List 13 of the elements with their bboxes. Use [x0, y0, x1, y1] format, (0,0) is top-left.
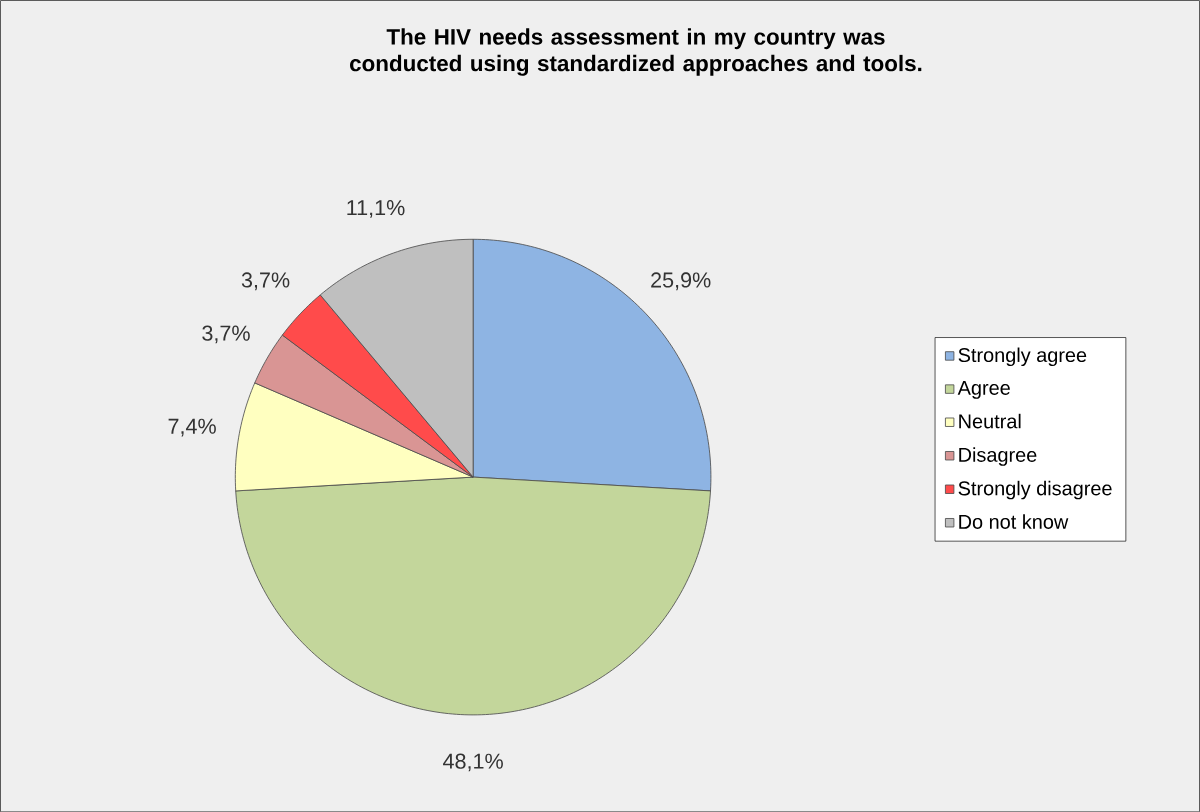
- legend-label: Neutral: [959, 413, 1021, 429]
- data-label: 3,7%: [241, 272, 290, 291]
- data-label: 3,7%: [202, 325, 250, 344]
- data-label: 7,4%: [168, 418, 216, 437]
- data-label: 48,1%: [443, 753, 503, 772]
- legend-label: Do not know: [959, 514, 1069, 529]
- legend-label: Agree: [957, 380, 1010, 399]
- data-label: 25,9%: [651, 272, 711, 291]
- data-label: 11,1%: [347, 199, 405, 218]
- chart-title: The HIV needs assessment in my country was conducted using standardized approaches and tools.: [350, 28, 922, 76]
- legend-label: Disagree: [959, 447, 1037, 466]
- legend-label: Strongly agree: [958, 347, 1087, 366]
- legend-label: Strongly disagree: [958, 480, 1112, 500]
